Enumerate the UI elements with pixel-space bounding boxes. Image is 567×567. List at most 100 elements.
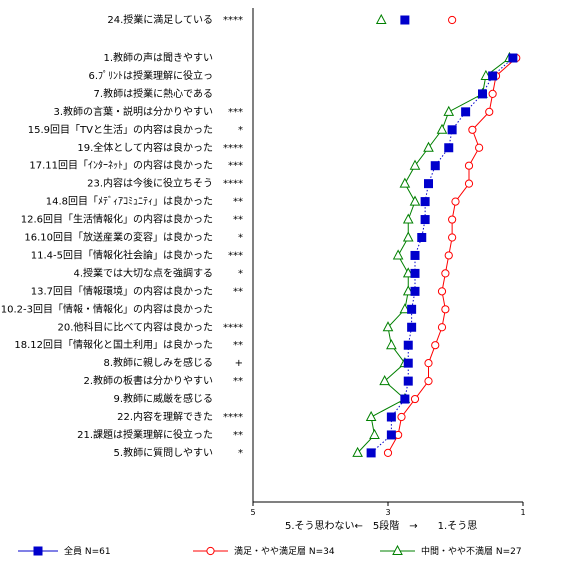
square-marker bbox=[508, 53, 518, 63]
circle-marker bbox=[437, 323, 447, 332]
legend-label: 中間・やや不満層 N=27 bbox=[421, 545, 522, 557]
category-label: 1.教師の声は聞きやすい bbox=[103, 51, 213, 64]
significance-mark: ** bbox=[233, 197, 243, 208]
category-label: 11.4-5回目「情報化社会論」は良かった bbox=[31, 248, 213, 261]
circle-marker bbox=[437, 287, 447, 296]
square-marker bbox=[410, 268, 420, 278]
circle-marker bbox=[464, 179, 474, 188]
circle-marker bbox=[444, 251, 453, 260]
square-marker bbox=[447, 125, 457, 135]
legend-item: 中間・やや不満層 N=27 bbox=[380, 544, 522, 557]
circle-marker bbox=[424, 377, 433, 386]
category-label: 21.課題は授業理解に役立った bbox=[77, 428, 213, 441]
legend-item: 満足・やや満足層 N=34 bbox=[193, 546, 335, 557]
triangle-marker bbox=[382, 321, 394, 332]
triangle-marker bbox=[379, 375, 390, 386]
triangle-marker bbox=[409, 195, 421, 206]
triangle-marker bbox=[436, 123, 448, 134]
triangle-marker bbox=[392, 249, 404, 260]
square-marker bbox=[420, 215, 430, 225]
square-marker bbox=[403, 376, 413, 386]
triangle-marker bbox=[409, 159, 421, 170]
category-label: 24.授業に満足している bbox=[107, 13, 213, 26]
circle-marker bbox=[424, 359, 433, 368]
square-marker bbox=[430, 161, 440, 171]
square-marker bbox=[407, 322, 417, 332]
circle-marker bbox=[448, 15, 457, 25]
category-label: 6.ﾌﾟﾘﾝﾄは授業理解に役立っ bbox=[88, 69, 213, 82]
square-marker bbox=[386, 430, 396, 440]
square-marker bbox=[420, 197, 430, 207]
circle-marker bbox=[464, 161, 474, 170]
category-label: 17.11回目「ｲﾝﾀｰﾈｯﾄ」の内容は良かった bbox=[29, 159, 213, 172]
circle-marker bbox=[475, 143, 484, 152]
square-marker bbox=[417, 233, 427, 242]
category-label: 3.教師の言葉・説明は分かりやすい bbox=[53, 105, 213, 118]
significance-mark: + bbox=[235, 358, 243, 369]
category-label: 23.内容は今後に役立ちそう bbox=[87, 177, 213, 190]
significance-mark: **** bbox=[223, 412, 243, 423]
category-label: 20.他科目に比べて内容は良かった bbox=[57, 320, 213, 333]
square-marker bbox=[386, 412, 396, 422]
triangle-marker bbox=[402, 213, 414, 224]
significance-mark: **** bbox=[223, 179, 243, 190]
square-marker bbox=[403, 358, 413, 368]
significance-mark: * bbox=[238, 233, 243, 244]
category-label: 10.2-3回目「情報・情報化」の内容は良かった bbox=[1, 302, 213, 315]
category-label: 7.教師は授業に熱心である bbox=[94, 87, 213, 100]
triangle-marker bbox=[423, 141, 434, 152]
significance-mark: *** bbox=[228, 250, 243, 261]
circle-marker bbox=[485, 107, 494, 116]
category-label: 4.授業では大切な点を強調する bbox=[73, 266, 213, 279]
circle-marker bbox=[397, 412, 406, 422]
series-line bbox=[357, 57, 510, 454]
legend-label: 満足・やや満足層 N=34 bbox=[234, 546, 335, 557]
circle-marker bbox=[448, 215, 457, 224]
square-marker bbox=[410, 286, 420, 296]
circle-marker bbox=[451, 197, 460, 206]
category-label: 22.内容を理解できた bbox=[117, 410, 213, 423]
x-axis: 5 3 1 5.そう思わない← 5段階 → 1.そう思 bbox=[250, 8, 526, 532]
triangle-marker bbox=[402, 231, 414, 242]
triangle-marker bbox=[399, 177, 411, 188]
category-label: 9.教師に威厳を感じる bbox=[113, 392, 213, 405]
triangle-marker bbox=[375, 13, 387, 24]
category-label: 15.9回目「TVと生活」の内容は良かった bbox=[28, 123, 213, 136]
significance-mark: * bbox=[238, 448, 243, 459]
category-label: 16.10回目「放送産業の変容」は良かった bbox=[24, 231, 213, 244]
significance-mark: * bbox=[238, 125, 243, 136]
square-marker bbox=[403, 340, 413, 350]
circle-marker bbox=[488, 89, 497, 99]
triangle-marker bbox=[352, 446, 363, 457]
category-label: 18.12回目「情報化と国土利用」は良かった bbox=[14, 338, 213, 351]
significance-mark: **** bbox=[223, 322, 243, 333]
legend-label: 全員 N=61 bbox=[64, 545, 111, 557]
square-marker bbox=[400, 15, 410, 25]
square-marker bbox=[488, 71, 498, 81]
series-layer bbox=[352, 13, 521, 458]
triangle-marker bbox=[443, 105, 455, 116]
square-marker bbox=[407, 304, 417, 314]
significance-mark: **** bbox=[223, 143, 243, 154]
significance-mark: ** bbox=[233, 340, 243, 351]
significance-mark: ** bbox=[233, 215, 243, 226]
category-label: 19.全体として内容は良かった bbox=[77, 141, 213, 154]
legend-item: 全員 N=61 bbox=[18, 545, 111, 557]
significance-mark: * bbox=[238, 268, 243, 279]
circle-marker bbox=[448, 233, 457, 242]
square-marker bbox=[410, 250, 420, 260]
circle-marker bbox=[441, 269, 450, 278]
square-marker bbox=[400, 394, 410, 404]
series-line bbox=[370, 57, 514, 454]
category-labels: 24.授業に満足している ****1.教師の声は聞きやすい6.ﾌﾟﾘﾝﾄは授業理解… bbox=[1, 13, 243, 459]
x-tick-label: 1 bbox=[520, 508, 525, 517]
significance-mark: ** bbox=[233, 376, 243, 387]
significance-mark: *** bbox=[228, 107, 243, 118]
square-marker bbox=[424, 179, 433, 189]
series-1 bbox=[383, 15, 521, 457]
square-marker bbox=[444, 143, 454, 153]
category-label: 8.教師に親しみを感じる bbox=[103, 356, 213, 369]
category-label: 13.7回目「情報環境」の内容は良かった bbox=[31, 284, 213, 297]
legend: 全員 N=61 満足・やや満足層 N=34 中間・やや不満層 N=27 bbox=[18, 544, 522, 557]
